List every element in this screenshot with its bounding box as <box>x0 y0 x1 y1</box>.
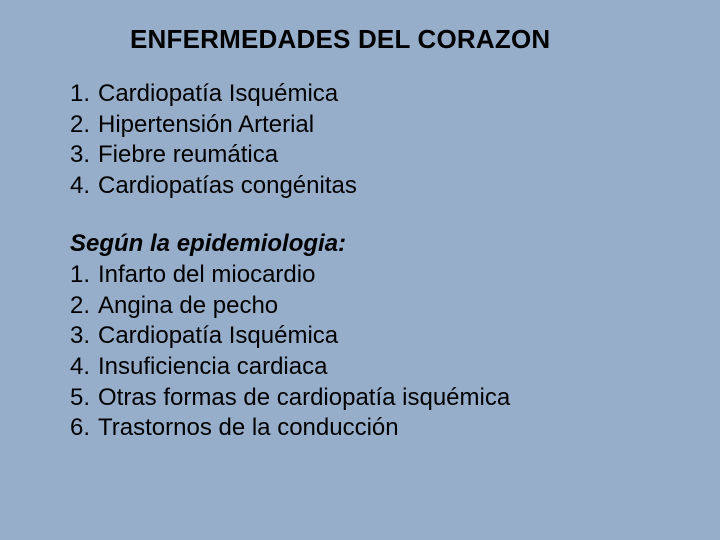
list-item-text: Otras formas de cardiopatía isquémica <box>98 383 510 414</box>
list-item-number: 3. <box>70 321 98 352</box>
list-item: 3. Cardiopatía Isquémica <box>70 321 650 352</box>
list-item: 1. Infarto del miocardio <box>70 260 650 291</box>
list-item: 5. Otras formas de cardiopatía isquémica <box>70 383 650 414</box>
list-item-number: 3. <box>70 140 98 171</box>
list-item-text: Insuficiencia cardiaca <box>98 352 327 383</box>
slide-title: ENFERMEDADES DEL CORAZON <box>130 24 650 55</box>
list-item-number: 6. <box>70 413 98 444</box>
list-item-text: Fiebre reumática <box>98 140 278 171</box>
list-item-number: 1. <box>70 260 98 291</box>
list-item-number: 2. <box>70 291 98 322</box>
list-item-number: 4. <box>70 352 98 383</box>
list-item: 4. Insuficiencia cardiaca <box>70 352 650 383</box>
list-item-text: Cardiopatía Isquémica <box>98 79 338 110</box>
list-item: 4. Cardiopatías congénitas <box>70 171 650 202</box>
list-item-number: 5. <box>70 383 98 414</box>
list-item-text: Trastornos de la conducción <box>98 413 399 444</box>
list-item: 3. Fiebre reumática <box>70 140 650 171</box>
list-item-text: Hipertensión Arterial <box>98 110 314 141</box>
list-item-number: 4. <box>70 171 98 202</box>
subheading: Según la epidemiologia: <box>70 230 650 258</box>
list-item: 6. Trastornos de la conducción <box>70 413 650 444</box>
list-item-number: 1. <box>70 79 98 110</box>
list-item-text: Infarto del miocardio <box>98 260 315 291</box>
list-item: 2. Hipertensión Arterial <box>70 110 650 141</box>
list-item: 1. Cardiopatía Isquémica <box>70 79 650 110</box>
list-item-number: 2. <box>70 110 98 141</box>
list-item: 2. Angina de pecho <box>70 291 650 322</box>
secondary-list: 1. Infarto del miocardio 2. Angina de pe… <box>70 260 650 444</box>
primary-list: 1. Cardiopatía Isquémica 2. Hipertensión… <box>70 79 650 202</box>
list-item-text: Angina de pecho <box>98 291 278 322</box>
list-item-text: Cardiopatía Isquémica <box>98 321 338 352</box>
list-item-text: Cardiopatías congénitas <box>98 171 357 202</box>
slide: ENFERMEDADES DEL CORAZON 1. Cardiopatía … <box>0 0 720 540</box>
